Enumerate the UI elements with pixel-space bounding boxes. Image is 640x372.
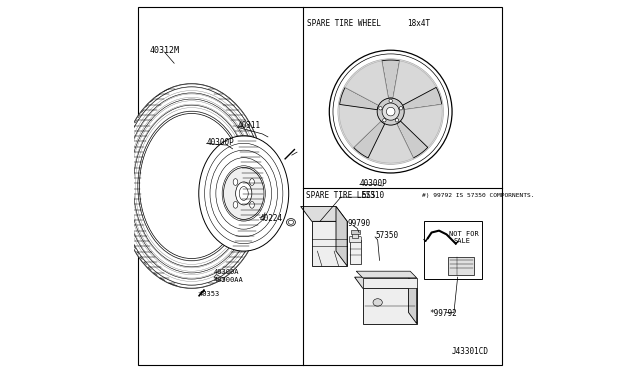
Ellipse shape: [289, 220, 294, 224]
Bar: [449, 257, 474, 275]
Polygon shape: [312, 221, 347, 266]
Polygon shape: [355, 277, 417, 288]
Ellipse shape: [223, 167, 264, 219]
Ellipse shape: [250, 202, 254, 208]
Ellipse shape: [239, 186, 248, 201]
Ellipse shape: [233, 179, 238, 185]
Text: NOT FOR: NOT FOR: [449, 231, 479, 237]
Ellipse shape: [233, 202, 238, 208]
Text: 57350: 57350: [375, 231, 398, 240]
Text: 40300A: 40300A: [214, 269, 239, 275]
Text: 40353: 40353: [199, 291, 220, 297]
Ellipse shape: [199, 136, 289, 251]
Ellipse shape: [287, 219, 296, 226]
Polygon shape: [363, 288, 417, 324]
Text: 40312M: 40312M: [150, 46, 180, 55]
Bar: [351, 230, 360, 234]
Polygon shape: [336, 206, 347, 266]
Ellipse shape: [236, 182, 252, 205]
Ellipse shape: [387, 107, 395, 116]
Polygon shape: [345, 61, 388, 105]
Polygon shape: [214, 275, 225, 282]
Text: 40300P: 40300P: [207, 138, 234, 147]
Polygon shape: [353, 121, 385, 158]
Polygon shape: [340, 87, 379, 110]
Text: 40224: 40224: [260, 214, 283, 223]
Ellipse shape: [140, 113, 244, 259]
Bar: [350, 240, 360, 264]
Polygon shape: [401, 105, 442, 147]
Text: *99792: *99792: [429, 309, 457, 318]
Ellipse shape: [382, 103, 399, 120]
Polygon shape: [397, 121, 428, 158]
Ellipse shape: [396, 119, 399, 122]
Polygon shape: [356, 271, 417, 278]
Text: 57310: 57310: [362, 191, 385, 200]
Text: SPARE TIRE WHEEL: SPARE TIRE WHEEL: [307, 19, 381, 28]
Polygon shape: [339, 105, 381, 147]
Text: J43301CD: J43301CD: [451, 347, 488, 356]
Polygon shape: [368, 124, 413, 163]
Polygon shape: [381, 60, 399, 98]
Text: 40300P: 40300P: [360, 179, 388, 187]
Polygon shape: [363, 278, 417, 288]
Bar: [352, 232, 358, 238]
Ellipse shape: [399, 107, 403, 110]
FancyBboxPatch shape: [349, 237, 362, 243]
Ellipse shape: [389, 99, 392, 103]
Text: 40311: 40311: [237, 121, 260, 130]
Text: SPARE TIRE LESS: SPARE TIRE LESS: [306, 191, 376, 200]
Text: 99790: 99790: [348, 219, 371, 228]
Ellipse shape: [377, 98, 404, 125]
Text: #) 99792 IS 57350 COMPORNENTS.: #) 99792 IS 57350 COMPORNENTS.: [422, 193, 535, 198]
Text: SALE: SALE: [453, 238, 470, 244]
Ellipse shape: [250, 179, 254, 185]
Ellipse shape: [373, 299, 382, 306]
Ellipse shape: [383, 119, 386, 122]
Bar: [424, 221, 482, 279]
Polygon shape: [393, 61, 436, 105]
Text: 40300AA: 40300AA: [214, 277, 243, 283]
Ellipse shape: [118, 84, 266, 288]
Polygon shape: [408, 277, 417, 324]
Text: 18x4T: 18x4T: [408, 19, 431, 28]
Ellipse shape: [330, 50, 452, 173]
Polygon shape: [403, 87, 442, 110]
Polygon shape: [301, 206, 347, 221]
Ellipse shape: [379, 107, 382, 110]
Ellipse shape: [338, 59, 444, 164]
